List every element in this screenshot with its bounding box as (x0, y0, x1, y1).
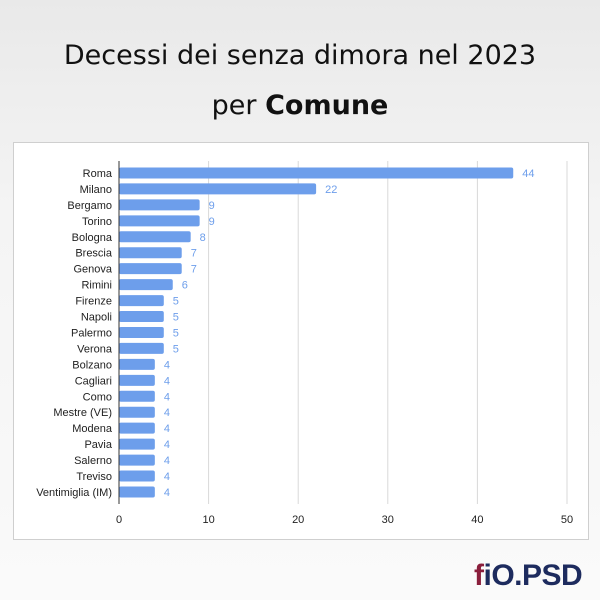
chart-subtitle: per Comune (0, 90, 600, 121)
x-tick-label: 30 (382, 514, 394, 526)
x-tick-label: 20 (292, 514, 304, 526)
bar (119, 454, 155, 466)
category-label: Treviso (76, 471, 112, 483)
data-label: 4 (164, 359, 170, 371)
bar (119, 326, 164, 338)
bar (119, 342, 164, 354)
data-label: 5 (173, 296, 179, 308)
category-label: Bologna (72, 232, 113, 244)
category-label: Verona (77, 343, 113, 355)
data-label: 4 (164, 455, 170, 467)
bar (119, 422, 155, 434)
bar (119, 390, 155, 402)
category-label: Ventimiglia (IM) (36, 487, 112, 499)
data-label: 8 (200, 232, 206, 244)
data-label: 4 (164, 439, 170, 451)
category-label: Brescia (75, 248, 113, 260)
data-label: 4 (164, 407, 170, 419)
bar (119, 374, 155, 386)
bar (119, 438, 155, 450)
data-label: 7 (191, 264, 197, 276)
bar (119, 183, 317, 195)
category-label: Rimini (81, 280, 112, 292)
chart-panel: 0 10 20 30 40 50 Roma 44 Milano 22 Bergamo 9 Torino 9… (13, 142, 589, 540)
bar (119, 311, 164, 323)
fio-psd-logo: fiO.PSD (474, 556, 583, 596)
bar (119, 263, 182, 275)
category-label: Milano (80, 184, 112, 196)
bar (119, 215, 200, 227)
data-label: 7 (191, 248, 197, 260)
category-label: Modena (72, 423, 113, 435)
data-label: 4 (164, 471, 170, 483)
category-label: Bergamo (67, 200, 112, 212)
data-label: 6 (182, 280, 188, 292)
category-label: Firenze (75, 296, 112, 308)
bar (119, 167, 514, 179)
bar (119, 199, 200, 211)
category-label: Bolzano (72, 359, 112, 371)
category-label: Cagliari (75, 375, 112, 387)
logo-f: f (474, 559, 484, 592)
data-label: 9 (209, 200, 215, 212)
chart-title: Decessi dei senza dimora nel 2023 (63, 40, 537, 71)
x-tick-label: 50 (561, 514, 573, 526)
bar (119, 486, 155, 498)
bar (119, 231, 191, 243)
logo-text: iO.PSD (483, 559, 583, 592)
category-label: Napoli (81, 312, 112, 324)
subtitle-prefix: per (211, 90, 257, 121)
category-label: Palermo (71, 327, 112, 339)
data-label: 4 (164, 423, 170, 435)
data-label: 9 (209, 216, 215, 228)
data-label: 4 (164, 391, 170, 403)
data-label: 5 (173, 312, 179, 324)
bar (119, 470, 155, 482)
data-label: 5 (173, 343, 179, 355)
category-label: Como (83, 391, 112, 403)
bar (119, 406, 155, 418)
data-label: 22 (325, 184, 337, 196)
bar (119, 295, 164, 307)
bar (119, 358, 155, 370)
bar (119, 247, 182, 259)
subtitle-bold: Comune (265, 90, 389, 121)
x-tick-label: 0 (116, 514, 122, 526)
category-label: Roma (83, 168, 113, 180)
x-tick-label: 40 (471, 514, 483, 526)
data-label: 44 (522, 168, 534, 180)
data-label: 4 (164, 487, 170, 499)
bar (119, 279, 173, 291)
category-label: Pavia (84, 439, 112, 451)
data-label: 5 (173, 327, 179, 339)
x-tick-label: 10 (202, 514, 214, 526)
category-label: Genova (73, 264, 112, 276)
category-label: Mestre (VE) (53, 407, 112, 419)
category-label: Torino (82, 216, 112, 228)
data-label: 4 (164, 375, 170, 387)
category-label: Salerno (74, 455, 112, 467)
